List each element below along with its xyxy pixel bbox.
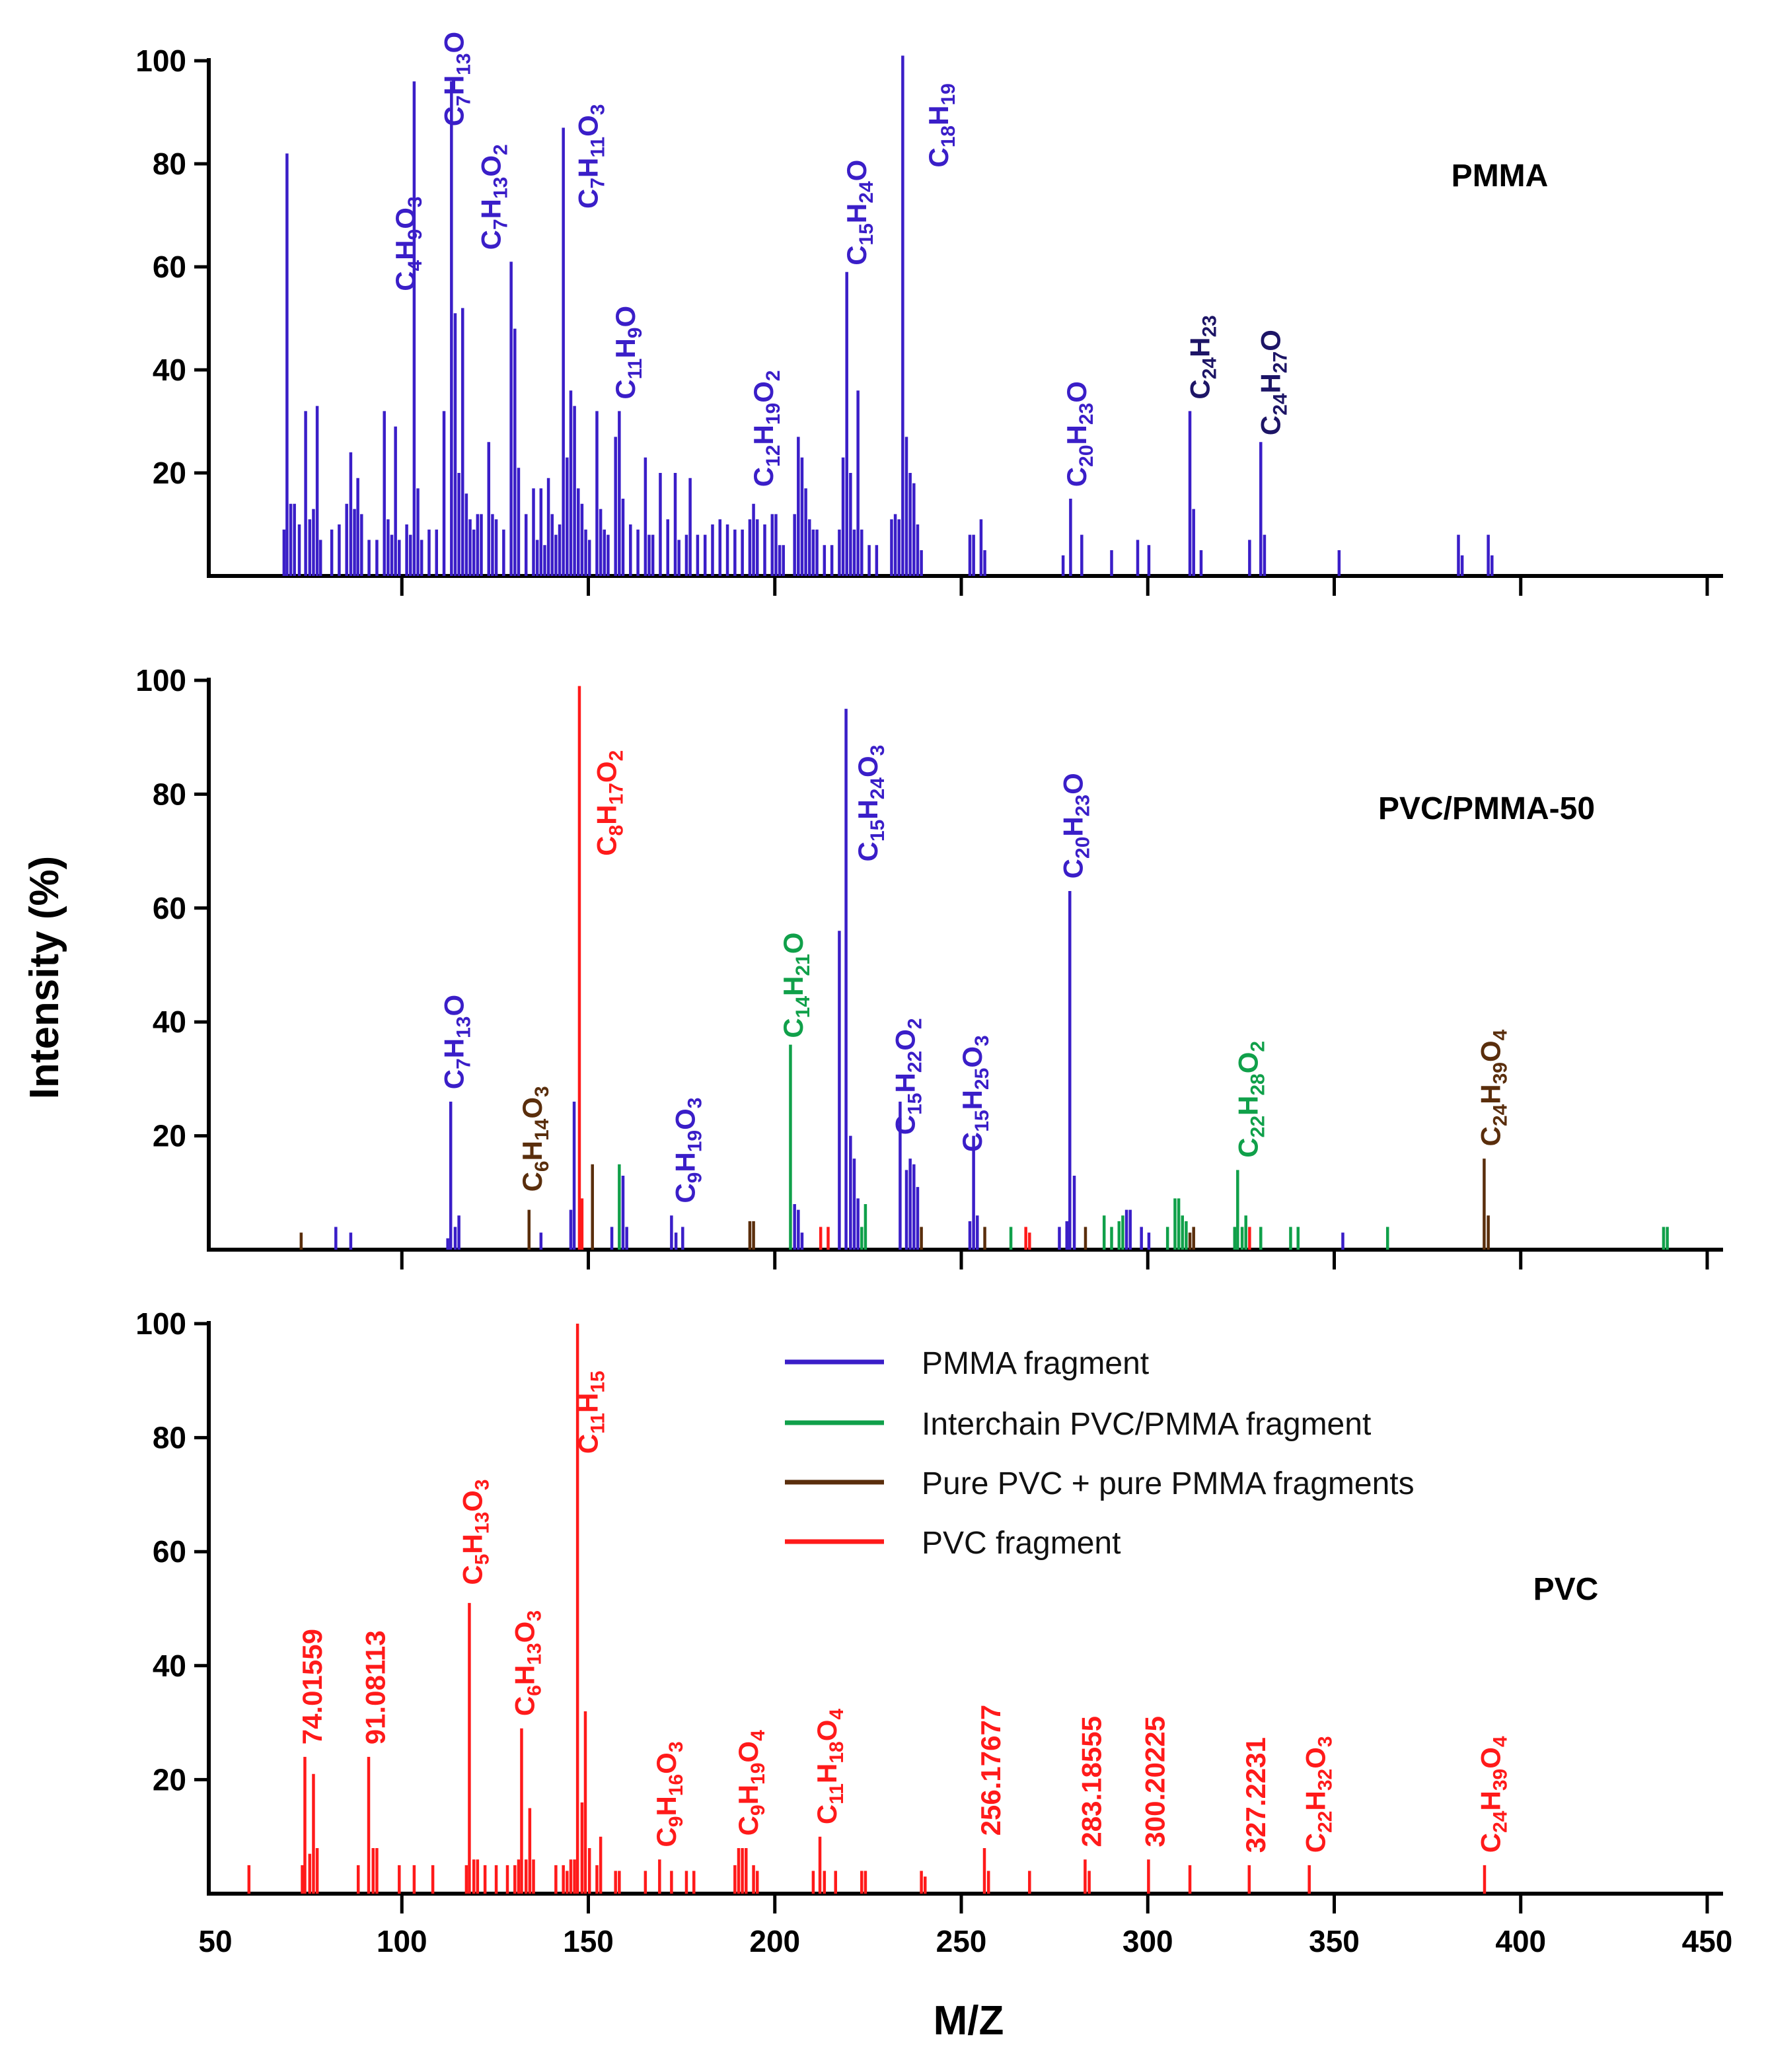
peak-label: C24H23: [1184, 315, 1220, 399]
peak-label: C14H21O: [778, 933, 814, 1038]
peak-label: 256.17677: [975, 1705, 1006, 1836]
peak-label: 300.20225: [1140, 1716, 1171, 1847]
peak-label: C6H13O3: [509, 1610, 546, 1716]
peak-label: C6H14O3: [517, 1086, 553, 1192]
peak-label: C9H19O4: [733, 1730, 769, 1836]
y-tick-label: 100: [135, 1306, 186, 1341]
x-tick-label: 350: [1309, 1924, 1360, 1958]
peak-annotations: C7H13O C6H14O3 C8H17O2 C9H19O3 C14H21O C15H24…: [438, 745, 1511, 1203]
legend: PMMA fragment Interchain PVC/PMMA fragmen…: [785, 1346, 1415, 1561]
peak-label: 283.18555: [1076, 1716, 1107, 1847]
x-tick-label: 300: [1122, 1924, 1173, 1958]
x-tick-label: 150: [563, 1924, 614, 1958]
legend-label: Interchain PVC/PMMA fragment: [922, 1407, 1371, 1442]
peak-label: C20H23O: [1061, 381, 1097, 487]
x-axis-title: M/Z: [934, 1998, 1004, 2044]
peak-label: C24H27O: [1255, 330, 1292, 435]
peak-label: 91.08113: [360, 1630, 391, 1744]
x-tick-label: 250: [936, 1924, 987, 1958]
panel-title: PMMA: [1452, 159, 1549, 194]
y-tick-label: 60: [153, 1534, 186, 1569]
y-tick-label: 80: [153, 777, 186, 811]
legend-label: PVC fragment: [922, 1526, 1121, 1561]
peak-label: C22H32O3: [1300, 1736, 1336, 1853]
peak-label: C24H39O4: [1475, 1029, 1512, 1146]
x-tick-label: 100: [377, 1924, 427, 1958]
peak-label: C15H24O3: [852, 745, 889, 862]
peak-label: C4H9O3: [390, 196, 426, 291]
x-tick-label: 200: [749, 1924, 800, 1958]
peak-label: C8H17O2: [591, 750, 628, 856]
peaks: [247, 1324, 1487, 1894]
panels: 20406080100C4H9O3C7H13OC7H13O2C7H11O3C11…: [135, 32, 1732, 1958]
y-tick-label: 60: [153, 891, 186, 925]
peak-label: 327.2231: [1240, 1737, 1271, 1853]
y-tick-label: 40: [153, 1649, 186, 1683]
peak-label: 74.01559: [297, 1629, 328, 1744]
peak-label: C11H15: [573, 1371, 609, 1454]
peak-label: C11H9O: [610, 306, 646, 400]
panel-title: PVC/PMMA-50: [1378, 791, 1595, 826]
peak-label: C12H19O2: [748, 370, 784, 487]
y-tick-label: 80: [153, 1421, 186, 1455]
peak-label: C7H13O2: [476, 144, 512, 250]
y-tick-label: 20: [153, 1762, 186, 1797]
peak-annotations: 74.01559 91.08113 C5H13O3 C6H13O3 C11H15 C9H1…: [297, 1371, 1512, 1853]
y-tick-label: 100: [135, 663, 186, 697]
peak-label: C15H22O2: [889, 1018, 926, 1135]
legend-label: PMMA fragment: [922, 1346, 1149, 1381]
peak-label: C22H28O2: [1233, 1041, 1269, 1158]
x-tick-label: 450: [1682, 1924, 1733, 1958]
y-tick-label: 100: [135, 44, 186, 78]
peak-label: C7H11O3: [573, 104, 609, 209]
peak-label: C7H13O: [438, 995, 474, 1089]
peak-label: C9H16O3: [651, 1741, 687, 1847]
y-tick-label: 40: [153, 353, 186, 387]
peaks: [299, 686, 1669, 1250]
panel-title: PVC: [1533, 1572, 1599, 1607]
x-tick-label: 50: [198, 1924, 232, 1958]
peak-label: C15H25O3: [957, 1035, 993, 1152]
y-tick-label: 80: [153, 147, 186, 181]
y-tick-label: 20: [153, 1119, 186, 1153]
y-tick-label: 20: [153, 456, 186, 490]
y-axis-title: Intensity (%): [22, 856, 67, 1100]
peak-label: C20H23O: [1057, 773, 1093, 878]
peak-label: C7H13O: [438, 32, 474, 126]
peak-label: C24H39O4: [1475, 1736, 1512, 1853]
peaks: [282, 55, 1494, 576]
y-tick-label: 40: [153, 1005, 186, 1039]
peak-label: C15H24O: [841, 160, 877, 266]
panel-pvc: 20 40 60 80 100 50 100 150 200 250 300 350 400 450 74.…: [135, 1306, 1732, 1958]
legend-label: Pure PVC + pure PMMA fragments: [922, 1466, 1415, 1501]
peak-label: C18H19: [923, 83, 959, 167]
peak-label: C5H13O3: [457, 1480, 494, 1585]
y-tick-label: 60: [153, 250, 186, 284]
panel-pvc-pmma-50: 20 40 60 80 100 C7H13O C6H14O3 C8H17O2 C9H19O3 C1…: [135, 663, 1723, 1269]
peak-label: C11H18O4: [811, 1709, 848, 1824]
peak-label: C9H19O3: [669, 1098, 706, 1203]
x-tick-label: 400: [1495, 1924, 1546, 1958]
